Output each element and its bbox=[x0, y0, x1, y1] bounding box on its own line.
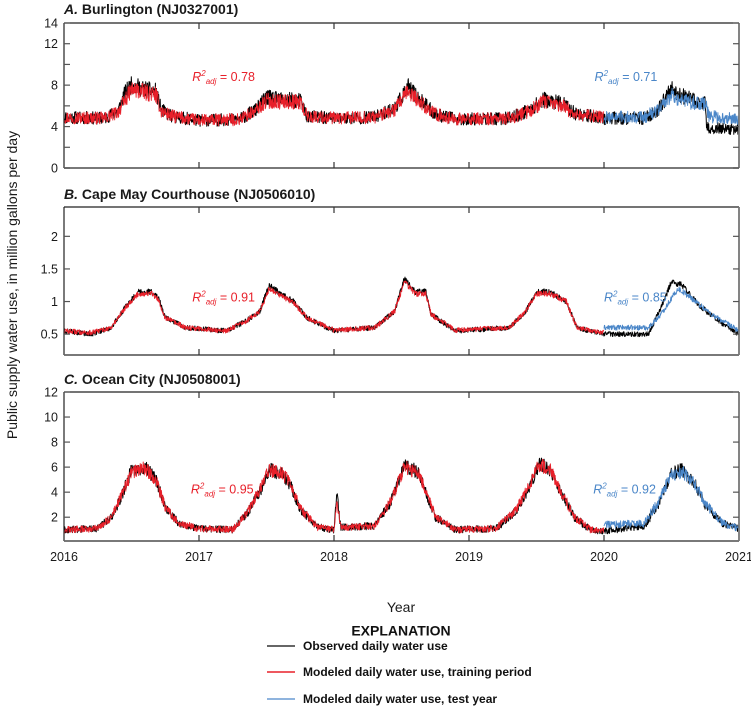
r2-sup: 2 bbox=[603, 69, 609, 78]
x-tick-label: 2016 bbox=[50, 550, 78, 564]
panel-name: Ocean City (NJ0508001) bbox=[78, 371, 241, 387]
panel-title: A. Burlington (NJ0327001) bbox=[63, 1, 238, 17]
y-tick-label: 0 bbox=[51, 162, 58, 176]
panel-c: C. Ocean City (NJ0508001) 2 4 6 8 10 12 2016 201… bbox=[44, 371, 751, 564]
x-tick-label: 2019 bbox=[455, 550, 483, 564]
y-tick-label: 12 bbox=[44, 386, 58, 400]
r2-symbol: R bbox=[192, 291, 201, 305]
y-tick-label: 4 bbox=[51, 486, 58, 500]
panel-title: C. Ocean City (NJ0508001) bbox=[64, 371, 241, 387]
x-tick-label: 2021 bbox=[725, 550, 751, 564]
r2-label-training: R2adj = 0.91 bbox=[192, 290, 255, 307]
series-test bbox=[603, 286, 739, 334]
r2-value: = 0.85 bbox=[628, 291, 667, 305]
panel-title: B. Cape May Courthouse (NJ0506010) bbox=[64, 186, 315, 202]
r2-symbol: R bbox=[595, 70, 604, 84]
legend-entry-observed: Observed daily water use bbox=[267, 639, 448, 653]
y-tick-label: 0.5 bbox=[41, 328, 58, 342]
x-axis-title: Year bbox=[387, 599, 416, 615]
r2-label-test: R2adj = 0.71 bbox=[595, 69, 658, 86]
r2-label-training: R2adj = 0.78 bbox=[192, 69, 255, 86]
series-training bbox=[64, 280, 605, 336]
r2-label-test: R2adj = 0.85 bbox=[604, 290, 667, 307]
r2-value: = 0.95 bbox=[215, 482, 254, 496]
r2-sup: 2 bbox=[612, 290, 618, 299]
y-tick-label: 10 bbox=[44, 411, 58, 425]
y-tick-label: 1.5 bbox=[41, 262, 58, 276]
y-tick-label: 6 bbox=[51, 461, 58, 475]
r2-symbol: R bbox=[604, 291, 613, 305]
panel-b: B. Cape May Courthouse (NJ0506010) 0.5 1 1.… bbox=[41, 186, 740, 356]
panel-name: Burlington (NJ0327001) bbox=[78, 1, 238, 17]
panel-name: Cape May Courthouse (NJ0506010) bbox=[78, 186, 315, 202]
y-tick-label: 8 bbox=[51, 436, 58, 450]
r2-symbol: R bbox=[192, 70, 201, 84]
series-group bbox=[64, 76, 739, 135]
panel-letter: C. bbox=[64, 371, 78, 387]
y-tick-label: 2 bbox=[51, 511, 58, 525]
r2-sup: 2 bbox=[199, 481, 205, 490]
r2-sub: adj bbox=[617, 298, 628, 307]
r2-value: = 0.71 bbox=[619, 70, 658, 84]
r2-value: = 0.78 bbox=[216, 70, 255, 84]
y-axis-title: Public supply water use, in million gall… bbox=[4, 131, 20, 439]
series-test bbox=[603, 465, 739, 532]
y-tick-label: 12 bbox=[44, 37, 58, 51]
r2-sub: adj bbox=[607, 489, 618, 498]
legend-label-observed: Observed daily water use bbox=[303, 639, 448, 653]
x-tick-label: 2018 bbox=[320, 550, 348, 564]
legend-label-test: Modeled daily water use, test year bbox=[303, 692, 497, 706]
y-tick-label: 1 bbox=[51, 295, 58, 309]
legend-entry-test: Modeled daily water use, test year bbox=[267, 692, 497, 706]
r2-sup: 2 bbox=[601, 481, 607, 490]
legend-label-training: Modeled daily water use, training period bbox=[303, 665, 532, 679]
y-tick-label: 4 bbox=[51, 120, 58, 134]
r2-sup: 2 bbox=[200, 69, 206, 78]
legend: EXPLANATION Observed daily water use Mod… bbox=[267, 622, 532, 706]
panel-letter: B. bbox=[64, 186, 78, 202]
r2-sub: adj bbox=[206, 298, 217, 307]
panel-letter: A. bbox=[63, 1, 78, 17]
r2-sup: 2 bbox=[200, 290, 206, 299]
r2-symbol: R bbox=[191, 482, 200, 496]
legend-entry-training: Modeled daily water use, training period bbox=[267, 665, 532, 679]
x-tick-label: 2017 bbox=[185, 550, 213, 564]
series-group bbox=[64, 457, 739, 535]
r2-sub: adj bbox=[206, 77, 217, 86]
y-tick-label: 2 bbox=[51, 230, 58, 244]
legend-title: EXPLANATION bbox=[351, 622, 450, 638]
series-test bbox=[603, 87, 739, 127]
r2-label-training: R2adj = 0.95 bbox=[191, 481, 254, 498]
y-tick-label: 8 bbox=[51, 79, 58, 93]
r2-sub: adj bbox=[608, 77, 619, 86]
r2-value: = 0.91 bbox=[216, 291, 255, 305]
x-tick-label: 2020 bbox=[590, 550, 618, 564]
y-tick-label: 14 bbox=[44, 17, 58, 31]
r2-sub: adj bbox=[204, 489, 215, 498]
series-training bbox=[64, 458, 605, 534]
series-group bbox=[64, 276, 739, 338]
r2-value: = 0.92 bbox=[617, 482, 656, 496]
r2-symbol: R bbox=[593, 482, 602, 496]
r2-label-test: R2adj = 0.92 bbox=[593, 481, 656, 498]
series-training bbox=[64, 82, 605, 127]
